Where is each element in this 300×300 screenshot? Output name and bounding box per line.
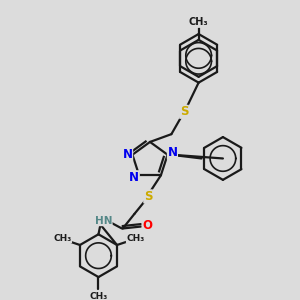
Text: CH₃: CH₃ [53, 234, 72, 243]
Text: CH₃: CH₃ [189, 17, 208, 27]
Text: HN: HN [94, 216, 112, 226]
Text: N: N [167, 146, 177, 159]
Text: CH₃: CH₃ [89, 292, 108, 300]
Text: S: S [180, 105, 188, 118]
Text: O: O [142, 219, 152, 232]
Text: S: S [144, 190, 152, 203]
Text: N: N [123, 148, 133, 161]
Text: N: N [129, 171, 139, 184]
Text: CH₃: CH₃ [126, 234, 145, 243]
